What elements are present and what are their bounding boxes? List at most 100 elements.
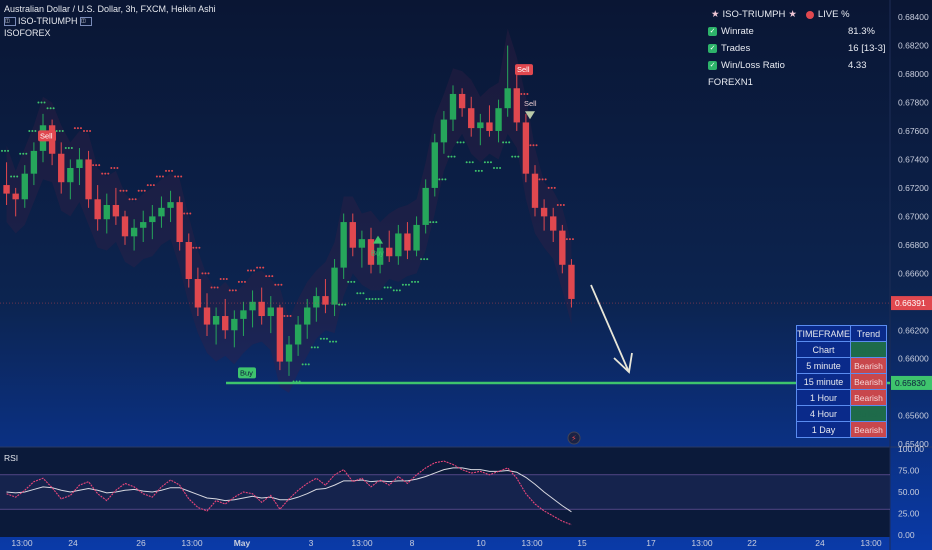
stop-dot (265, 275, 268, 278)
time-tick-label: 24 (815, 538, 825, 548)
stop-dot (356, 292, 359, 295)
candle-body (222, 316, 229, 331)
live-label: LIVE % (817, 9, 850, 20)
stop-dot (201, 272, 204, 275)
stop-dot (195, 246, 198, 249)
stop-dot (119, 189, 122, 192)
stop-dot (67, 147, 70, 150)
table-row: 1 Hour Bearish (796, 389, 887, 406)
stop-dot (219, 278, 222, 281)
stop-dot (259, 266, 262, 269)
candle-body (103, 204, 110, 220)
price-tick-label: 0.67200 (898, 183, 929, 193)
candle-body (358, 239, 366, 248)
candle-body (340, 222, 347, 268)
stop-dot (411, 280, 413, 283)
stop-dot (301, 363, 304, 366)
projection-arrow-shaft (590, 284, 629, 371)
stop-dot (125, 189, 128, 192)
candle-body (267, 307, 274, 317)
timeframe-cell: Chart (796, 341, 851, 358)
time-tick-label: 13:00 (351, 538, 373, 548)
stop-dot (407, 283, 410, 286)
time-tick-label: 13:00 (11, 538, 33, 548)
stop-dot (231, 289, 234, 292)
price-tick-label: 0.68200 (898, 41, 929, 51)
stop-dot (55, 129, 58, 132)
stop-dot (95, 164, 98, 167)
stop-dot (517, 155, 520, 158)
signal-flag (38, 130, 56, 142)
candle-body (158, 207, 165, 217)
indicator-tag-icon: ◫ (4, 17, 16, 27)
trend-cell: Bullish (850, 341, 887, 358)
rsi-tick-label: 100.00 (898, 444, 924, 454)
price-tick-label: 0.66600 (898, 268, 929, 278)
star-icon: ★ (711, 9, 720, 20)
time-tick-label: 26 (136, 538, 146, 548)
stop-dot (310, 346, 313, 349)
candle-body (431, 142, 438, 188)
stop-dot (183, 212, 186, 215)
stop-dot (216, 286, 219, 289)
stop-dot (89, 129, 92, 132)
candle-body (167, 202, 174, 208)
timeframe-cell: 5 minute (796, 357, 851, 374)
candle-body (21, 173, 28, 200)
stop-dot (508, 141, 511, 144)
candle-body (94, 199, 101, 220)
stop-dot (344, 303, 347, 306)
stop-dot (171, 169, 174, 172)
stop-dot (447, 155, 450, 158)
candle-body (85, 159, 92, 200)
stop-dot (486, 161, 489, 164)
signal-label: Buy (371, 249, 384, 258)
indicator-settings-icon[interactable]: ◫ (80, 17, 93, 27)
candle-body (413, 224, 420, 251)
candle-body (76, 159, 83, 168)
stop-dot (444, 178, 447, 181)
stop-dot (158, 175, 161, 178)
stop-dot (304, 363, 307, 366)
stop-dot (514, 155, 517, 158)
lightning-icon (567, 431, 581, 445)
stop-dot (143, 189, 146, 192)
stop-dot (149, 184, 152, 187)
stop-dot (213, 286, 216, 289)
stop-dot (435, 221, 438, 224)
stats-panel: ★ ISO-TRIUMPH ★ LIVE % ✓ Winrate 81.3% ✓ Trade… (708, 6, 888, 91)
time-axis: 13:00 24 26 13:00 May 3 13:00 8 10 13:00 15 17 13:00… (11, 538, 882, 548)
stop-dot (456, 141, 459, 144)
rsi-tick-label: 25.00 (898, 509, 920, 519)
candle-body (112, 204, 120, 217)
check-icon: ✓ (708, 27, 717, 36)
lightning-glyph: ⚡ (571, 434, 577, 443)
candle-body (322, 296, 329, 305)
timeframe-cell: 4 Hour (796, 405, 851, 422)
stop-dot (61, 129, 64, 132)
price-tick-label: 0.67600 (898, 126, 929, 136)
stop-dot (280, 283, 283, 286)
stop-dot (165, 169, 167, 172)
candle-body (477, 122, 484, 129)
stop-dot (83, 129, 85, 132)
stop-dot (550, 186, 553, 189)
trailing-stop-dots (1, 92, 574, 383)
time-tick-label: 15 (577, 538, 587, 548)
stop-dot (79, 127, 82, 130)
stop-dot (247, 269, 249, 272)
star-icon: ★ (788, 9, 797, 20)
stop-dot (362, 292, 365, 295)
stop-dot (76, 127, 79, 130)
stop-dot (161, 175, 164, 178)
candle-body (194, 279, 202, 308)
price-tick-label: 0.68400 (898, 12, 929, 22)
stop-dot (64, 147, 67, 150)
candle-body (468, 108, 475, 129)
stop-dot (225, 278, 228, 281)
table-row: 15 minute Bearish (796, 373, 887, 390)
stop-dot (429, 221, 432, 224)
candle-body (130, 227, 138, 237)
stop-dot (468, 161, 471, 164)
